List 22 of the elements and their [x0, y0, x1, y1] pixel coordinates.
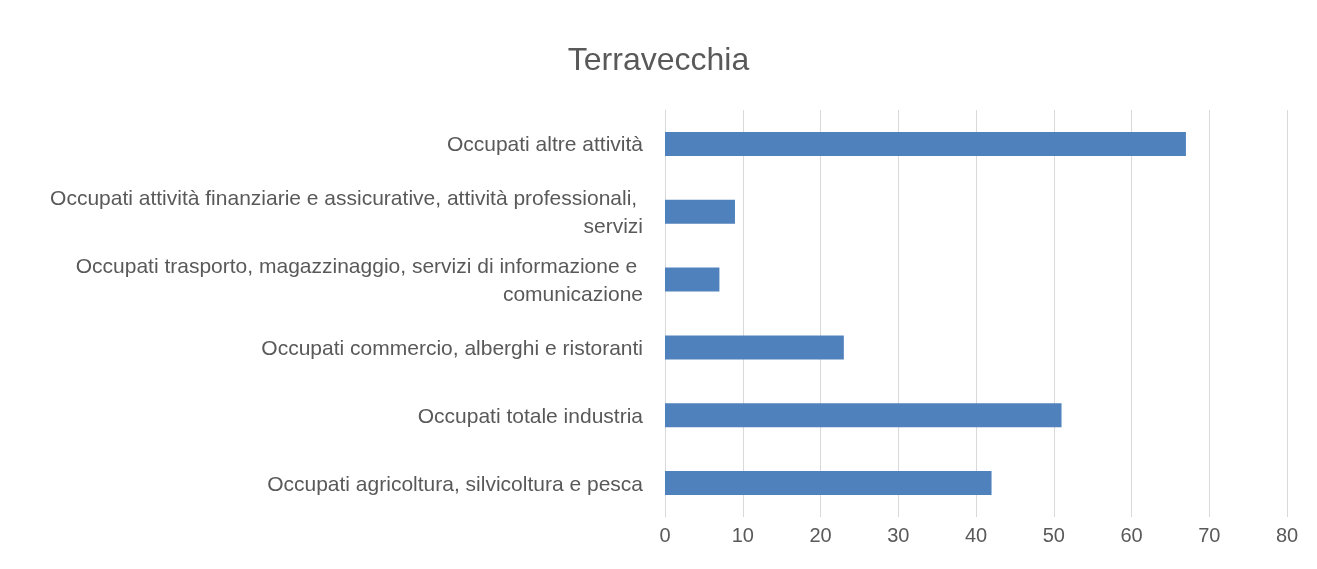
x-tick-label: 0 — [659, 524, 671, 546]
x-tick-label: 40 — [964, 524, 988, 546]
y-tick-label: Occupati attività finanziarie e assicurative, attività professionali, servizi — [50, 186, 643, 238]
y-tick-label: Occupati commercio, alberghi e ristoranti — [261, 335, 643, 359]
bar — [665, 403, 1062, 428]
x-tick-label: 60 — [1120, 524, 1143, 546]
x-tick-label: 80 — [1275, 524, 1299, 546]
bar — [665, 267, 720, 292]
x-tick-label: 10 — [731, 524, 754, 546]
bar — [665, 335, 844, 360]
y-tick-label: Occupati agricoltura, silvicoltura e pesca — [267, 471, 644, 495]
bar — [665, 471, 992, 496]
x-tick-label: 50 — [1042, 524, 1065, 546]
y-tick-label: Occupati trasporto, magazzinaggio, servizi di informazione e comunicazione — [75, 254, 643, 306]
x-tick-label: 70 — [1198, 524, 1221, 546]
bar — [665, 199, 735, 224]
y-tick-label: Occupati altre attività — [446, 132, 644, 156]
bar — [665, 131, 1186, 156]
x-tick-label: 30 — [887, 524, 910, 546]
x-tick-label: 20 — [809, 524, 832, 546]
chart-title: Terravecchia — [567, 41, 750, 77]
y-tick-label: Occupati totale industria — [417, 403, 644, 427]
